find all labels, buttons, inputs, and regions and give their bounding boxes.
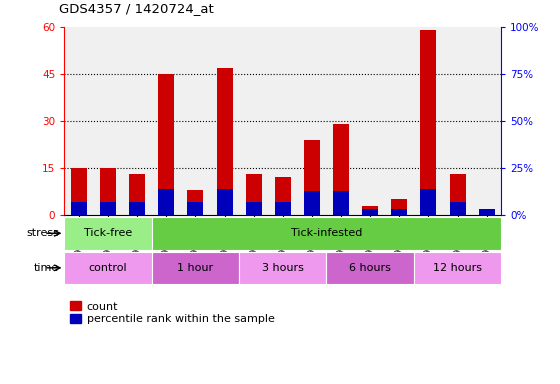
Text: time: time [34,263,59,273]
Text: control: control [89,263,127,273]
Text: 3 hours: 3 hours [262,263,304,273]
Bar [158,74,174,215]
Text: Tick-free: Tick-free [84,228,132,238]
Bar [362,209,378,215]
Bar [71,202,87,215]
Bar [362,206,378,215]
Text: 1 hour: 1 hour [178,263,213,273]
Bar [333,190,349,215]
Bar [450,174,465,215]
Bar [275,202,291,215]
Bar [100,202,116,215]
Bar [275,177,291,215]
Bar [304,190,320,215]
Bar [246,174,262,215]
Bar [479,209,494,215]
Bar [64,252,152,284]
Bar [239,252,326,284]
Bar [304,140,320,215]
Bar [479,209,494,215]
Bar [152,217,501,250]
Bar [158,189,174,215]
Text: stress: stress [26,228,59,238]
Bar [129,174,145,215]
Bar [391,199,407,215]
Bar [64,217,152,250]
Bar [188,202,203,215]
Text: Tick-infested: Tick-infested [291,228,362,238]
Bar [414,252,501,284]
Bar [217,189,232,215]
Bar [217,68,232,215]
Text: GDS4357 / 1420724_at: GDS4357 / 1420724_at [59,2,213,15]
Bar [391,209,407,215]
Bar [246,202,262,215]
Bar [421,30,436,215]
Bar [71,168,87,215]
Text: 6 hours: 6 hours [349,263,391,273]
Bar [333,124,349,215]
Bar [100,168,116,215]
Text: 12 hours: 12 hours [433,263,482,273]
Bar [152,252,239,284]
Bar [129,202,145,215]
Bar [188,190,203,215]
Bar [421,189,436,215]
Legend: count, percentile rank within the sample: count, percentile rank within the sample [70,301,274,324]
Bar [326,252,414,284]
Bar [450,202,465,215]
